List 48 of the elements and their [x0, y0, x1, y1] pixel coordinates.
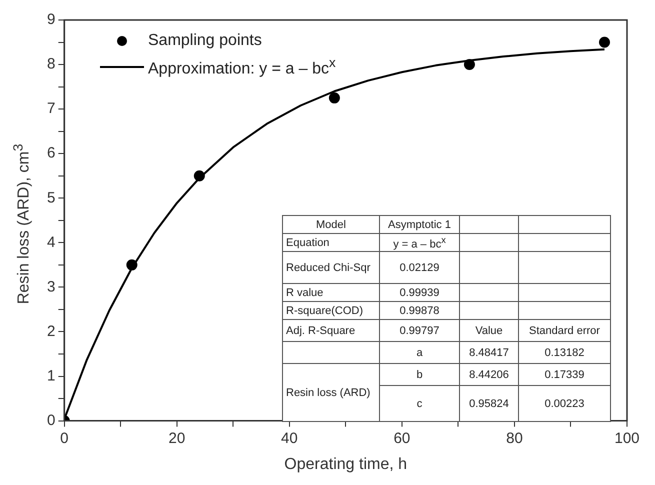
point	[464, 59, 475, 70]
point	[194, 170, 205, 182]
annotation: Resin loss (ARD)	[282, 364, 380, 422]
point	[328, 92, 340, 104]
annotation: 0.99939	[380, 284, 460, 302]
annotation: Value	[460, 320, 518, 342]
legend-label: Approximation: y = a – bc$^{x}$	[148, 55, 336, 79]
x-tick-label: 0	[60, 430, 69, 447]
annotation: 8.48417	[460, 342, 518, 364]
point	[126, 259, 138, 270]
x-axis-title: Operating time, h	[284, 456, 408, 473]
y-tick-label: 7	[47, 100, 56, 118]
annotation: 0.99878	[380, 302, 460, 320]
y-tick-label: 1	[47, 367, 56, 384]
annotation: R-square(COD)	[282, 302, 380, 320]
x-tick-label: 40	[281, 430, 298, 447]
x-tick-label: 80	[506, 430, 523, 447]
annotation: a	[380, 342, 460, 364]
y-tick-label: 8	[47, 56, 56, 73]
annotation: Asymptotic 1	[380, 216, 460, 234]
annotation: 0.13182	[518, 342, 610, 364]
annotation: Standard error	[518, 320, 610, 342]
y-tick-label: 6	[47, 144, 56, 162]
annotation: 8.44206	[460, 364, 518, 386]
y-tick-label: 9	[47, 11, 56, 28]
annotation: b	[380, 364, 460, 386]
annotation: y = a – bc$^{x}$	[380, 234, 460, 252]
y-tick-label: 0	[47, 412, 56, 429]
y-tick-label: 5	[47, 189, 56, 206]
point	[598, 36, 610, 48]
annotation: 0.00223	[518, 386, 610, 422]
annotation: 0.02129	[380, 252, 460, 284]
y-tick-label: 3	[47, 278, 56, 296]
annotation: Model	[282, 216, 380, 234]
annotation: 0.95824	[460, 386, 518, 422]
legend-label: Sampling points	[148, 32, 262, 50]
annotation: Reduced Chi-Sqr	[282, 252, 380, 284]
annotation: Adj. R-Square	[282, 320, 380, 342]
annotation: 0.99797	[380, 320, 460, 342]
annotation: Equation	[282, 234, 380, 252]
x-tick-label: 20	[168, 430, 186, 447]
y-tick-label: 2	[47, 322, 56, 340]
annotation: 0.17339	[518, 364, 610, 386]
annotation: c	[380, 386, 460, 422]
annotation: R value	[282, 284, 380, 302]
y-tick-label: 4	[47, 234, 56, 251]
x-tick-label: 60	[394, 430, 410, 447]
x-tick-label: 100	[614, 430, 640, 447]
